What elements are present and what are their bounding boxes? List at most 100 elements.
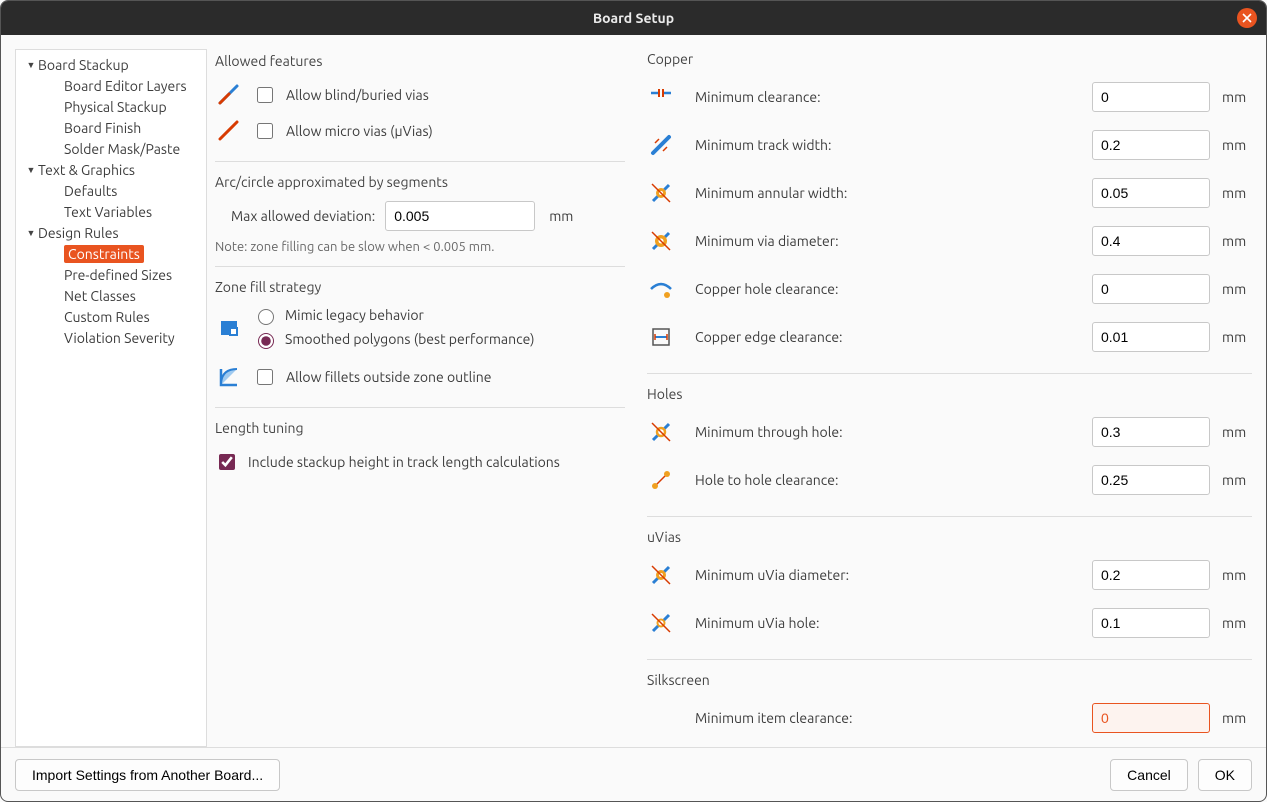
unit-label: mm — [1218, 472, 1252, 488]
separator — [215, 161, 625, 162]
silk-clearance-input[interactable] — [1092, 703, 1210, 733]
unit-label: mm — [1218, 233, 1252, 249]
fillet-icon — [215, 363, 243, 391]
silk-title: Silkscreen — [647, 672, 1252, 688]
separator — [647, 659, 1252, 660]
copper-hole-input[interactable] — [1092, 274, 1210, 304]
via-dia-icon — [647, 227, 675, 255]
silk-clearance-row: Minimum item clearance: mm — [647, 694, 1252, 742]
deviation-note: Note: zone filling can be slow when < 0.… — [215, 240, 625, 254]
tree-item-custom-rules[interactable]: Custom Rules — [16, 306, 206, 327]
tree-group-text-graphics[interactable]: ▼ Text & Graphics — [16, 159, 206, 180]
fillets-label: Allow fillets outside zone outline — [286, 369, 491, 385]
microvia-icon — [215, 117, 243, 145]
tree-item-board-editor-layers[interactable]: Board Editor Layers — [16, 75, 206, 96]
tree-item-predefined-sizes[interactable]: Pre-defined Sizes — [16, 264, 206, 285]
min-track-row: Minimum track width: mm — [647, 121, 1252, 169]
min-uvia-hole-row: Minimum uVia hole: mm — [647, 599, 1252, 647]
copper-edge-label: Copper edge clearance: — [695, 329, 1086, 345]
min-uvia-hole-label: Minimum uVia hole: — [695, 615, 1086, 631]
fillets-checkbox[interactable] — [257, 369, 273, 385]
length-title: Length tuning — [215, 420, 625, 436]
silk-icon — [647, 704, 675, 732]
include-stackup-checkbox[interactable] — [219, 454, 235, 470]
max-deviation-input[interactable] — [385, 201, 535, 231]
import-settings-button[interactable]: Import Settings from Another Board... — [15, 759, 280, 791]
right-column: Copper Minimum clearance: mm Minimum tra… — [647, 49, 1252, 747]
unit-label: mm — [1218, 424, 1252, 440]
annular-icon — [647, 179, 675, 207]
tree-item-physical-stackup[interactable]: Physical Stackup — [16, 96, 206, 117]
unit-label: mm — [1218, 615, 1252, 631]
min-uvia-dia-label: Minimum uVia diameter: — [695, 567, 1086, 583]
mimic-radio[interactable] — [258, 309, 274, 325]
include-stackup-row: Include stackup height in track length c… — [215, 444, 625, 480]
smoothed-radio[interactable] — [258, 333, 274, 349]
fillets-row: Allow fillets outside zone outline — [215, 359, 625, 395]
separator — [647, 373, 1252, 374]
copper-hole-row: Copper hole clearance: mm — [647, 265, 1252, 313]
copper-edge-input[interactable] — [1092, 322, 1210, 352]
board-setup-window: Board Setup ▼ Board Stackup Board Editor… — [0, 0, 1267, 802]
hole-to-hole-label: Hole to hole clearance: — [695, 472, 1086, 488]
cancel-button[interactable]: Cancel — [1110, 759, 1188, 791]
silk-clearance-label: Minimum item clearance: — [695, 710, 1086, 726]
holes-title: Holes — [647, 386, 1252, 402]
min-annular-input[interactable] — [1092, 178, 1210, 208]
tree-item-solder-mask-paste[interactable]: Solder Mask/Paste — [16, 138, 206, 159]
min-track-input[interactable] — [1092, 130, 1210, 160]
hole-to-hole-row: Hole to hole clearance: mm — [647, 456, 1252, 504]
uvias-title: uVias — [647, 529, 1252, 545]
tree-item-net-classes[interactable]: Net Classes — [16, 285, 206, 306]
hole-clearance-icon — [647, 275, 675, 303]
unit-label: mm — [1218, 281, 1252, 297]
min-through-row: Minimum through hole: mm — [647, 408, 1252, 456]
min-uvia-dia-input[interactable] — [1092, 560, 1210, 590]
arc-title: Arc/circle approximated by segments — [215, 174, 625, 190]
clearance-icon — [647, 83, 675, 111]
min-via-dia-label: Minimum via diameter: — [695, 233, 1086, 249]
min-via-dia-input[interactable] — [1092, 226, 1210, 256]
titlebar: Board Setup — [1, 1, 1266, 35]
tree-item-violation-severity[interactable]: Violation Severity — [16, 327, 206, 348]
min-track-label: Minimum track width: — [695, 137, 1086, 153]
tree-item-defaults[interactable]: Defaults — [16, 180, 206, 201]
tree-group-board-stackup[interactable]: ▼ Board Stackup — [16, 54, 206, 75]
max-deviation-row: Max allowed deviation: mm — [215, 198, 625, 234]
unit-label: mm — [1218, 89, 1252, 105]
uvia-hole-icon — [647, 609, 675, 637]
ok-button[interactable]: OK — [1198, 759, 1252, 791]
disclosure-icon: ▼ — [24, 228, 38, 238]
track-icon — [647, 131, 675, 159]
min-through-label: Minimum through hole: — [695, 424, 1086, 440]
content-area: Allowed features Allow blind/buried vias… — [215, 49, 1252, 747]
tree-label: Board Stackup — [38, 57, 129, 73]
tree-label: Text & Graphics — [38, 162, 135, 178]
hole-to-hole-input[interactable] — [1092, 465, 1210, 495]
through-hole-icon — [647, 418, 675, 446]
allow-blind-checkbox[interactable] — [257, 87, 273, 103]
tree-item-board-finish[interactable]: Board Finish — [16, 117, 206, 138]
window-title: Board Setup — [593, 10, 674, 26]
allow-micro-label: Allow micro vias (µVias) — [286, 123, 433, 139]
allow-blind-label: Allow blind/buried vias — [286, 87, 429, 103]
unit-label: mm — [545, 208, 573, 224]
copper-edge-row: Copper edge clearance: mm — [647, 313, 1252, 361]
min-through-input[interactable] — [1092, 417, 1210, 447]
tree-group-design-rules[interactable]: ▼ Design Rules — [16, 222, 206, 243]
tree-item-constraints[interactable]: Constraints — [16, 243, 206, 264]
dialog-footer: Import Settings from Another Board... Ca… — [1, 747, 1266, 801]
min-clearance-label: Minimum clearance: — [695, 89, 1086, 105]
min-clearance-input[interactable] — [1092, 82, 1210, 112]
uvia-dia-icon — [647, 561, 675, 589]
close-icon — [1242, 13, 1252, 23]
close-button[interactable] — [1237, 8, 1257, 28]
min-annular-label: Minimum annular width: — [695, 185, 1086, 201]
separator — [647, 516, 1252, 517]
allow-micro-checkbox[interactable] — [257, 123, 273, 139]
min-uvia-hole-input[interactable] — [1092, 608, 1210, 638]
min-via-dia-row: Minimum via diameter: mm — [647, 217, 1252, 265]
tree-item-text-variables[interactable]: Text Variables — [16, 201, 206, 222]
left-column: Allowed features Allow blind/buried vias… — [215, 49, 625, 747]
zone-strategy-row: Mimic legacy behavior Smoothed polygons … — [215, 303, 625, 351]
